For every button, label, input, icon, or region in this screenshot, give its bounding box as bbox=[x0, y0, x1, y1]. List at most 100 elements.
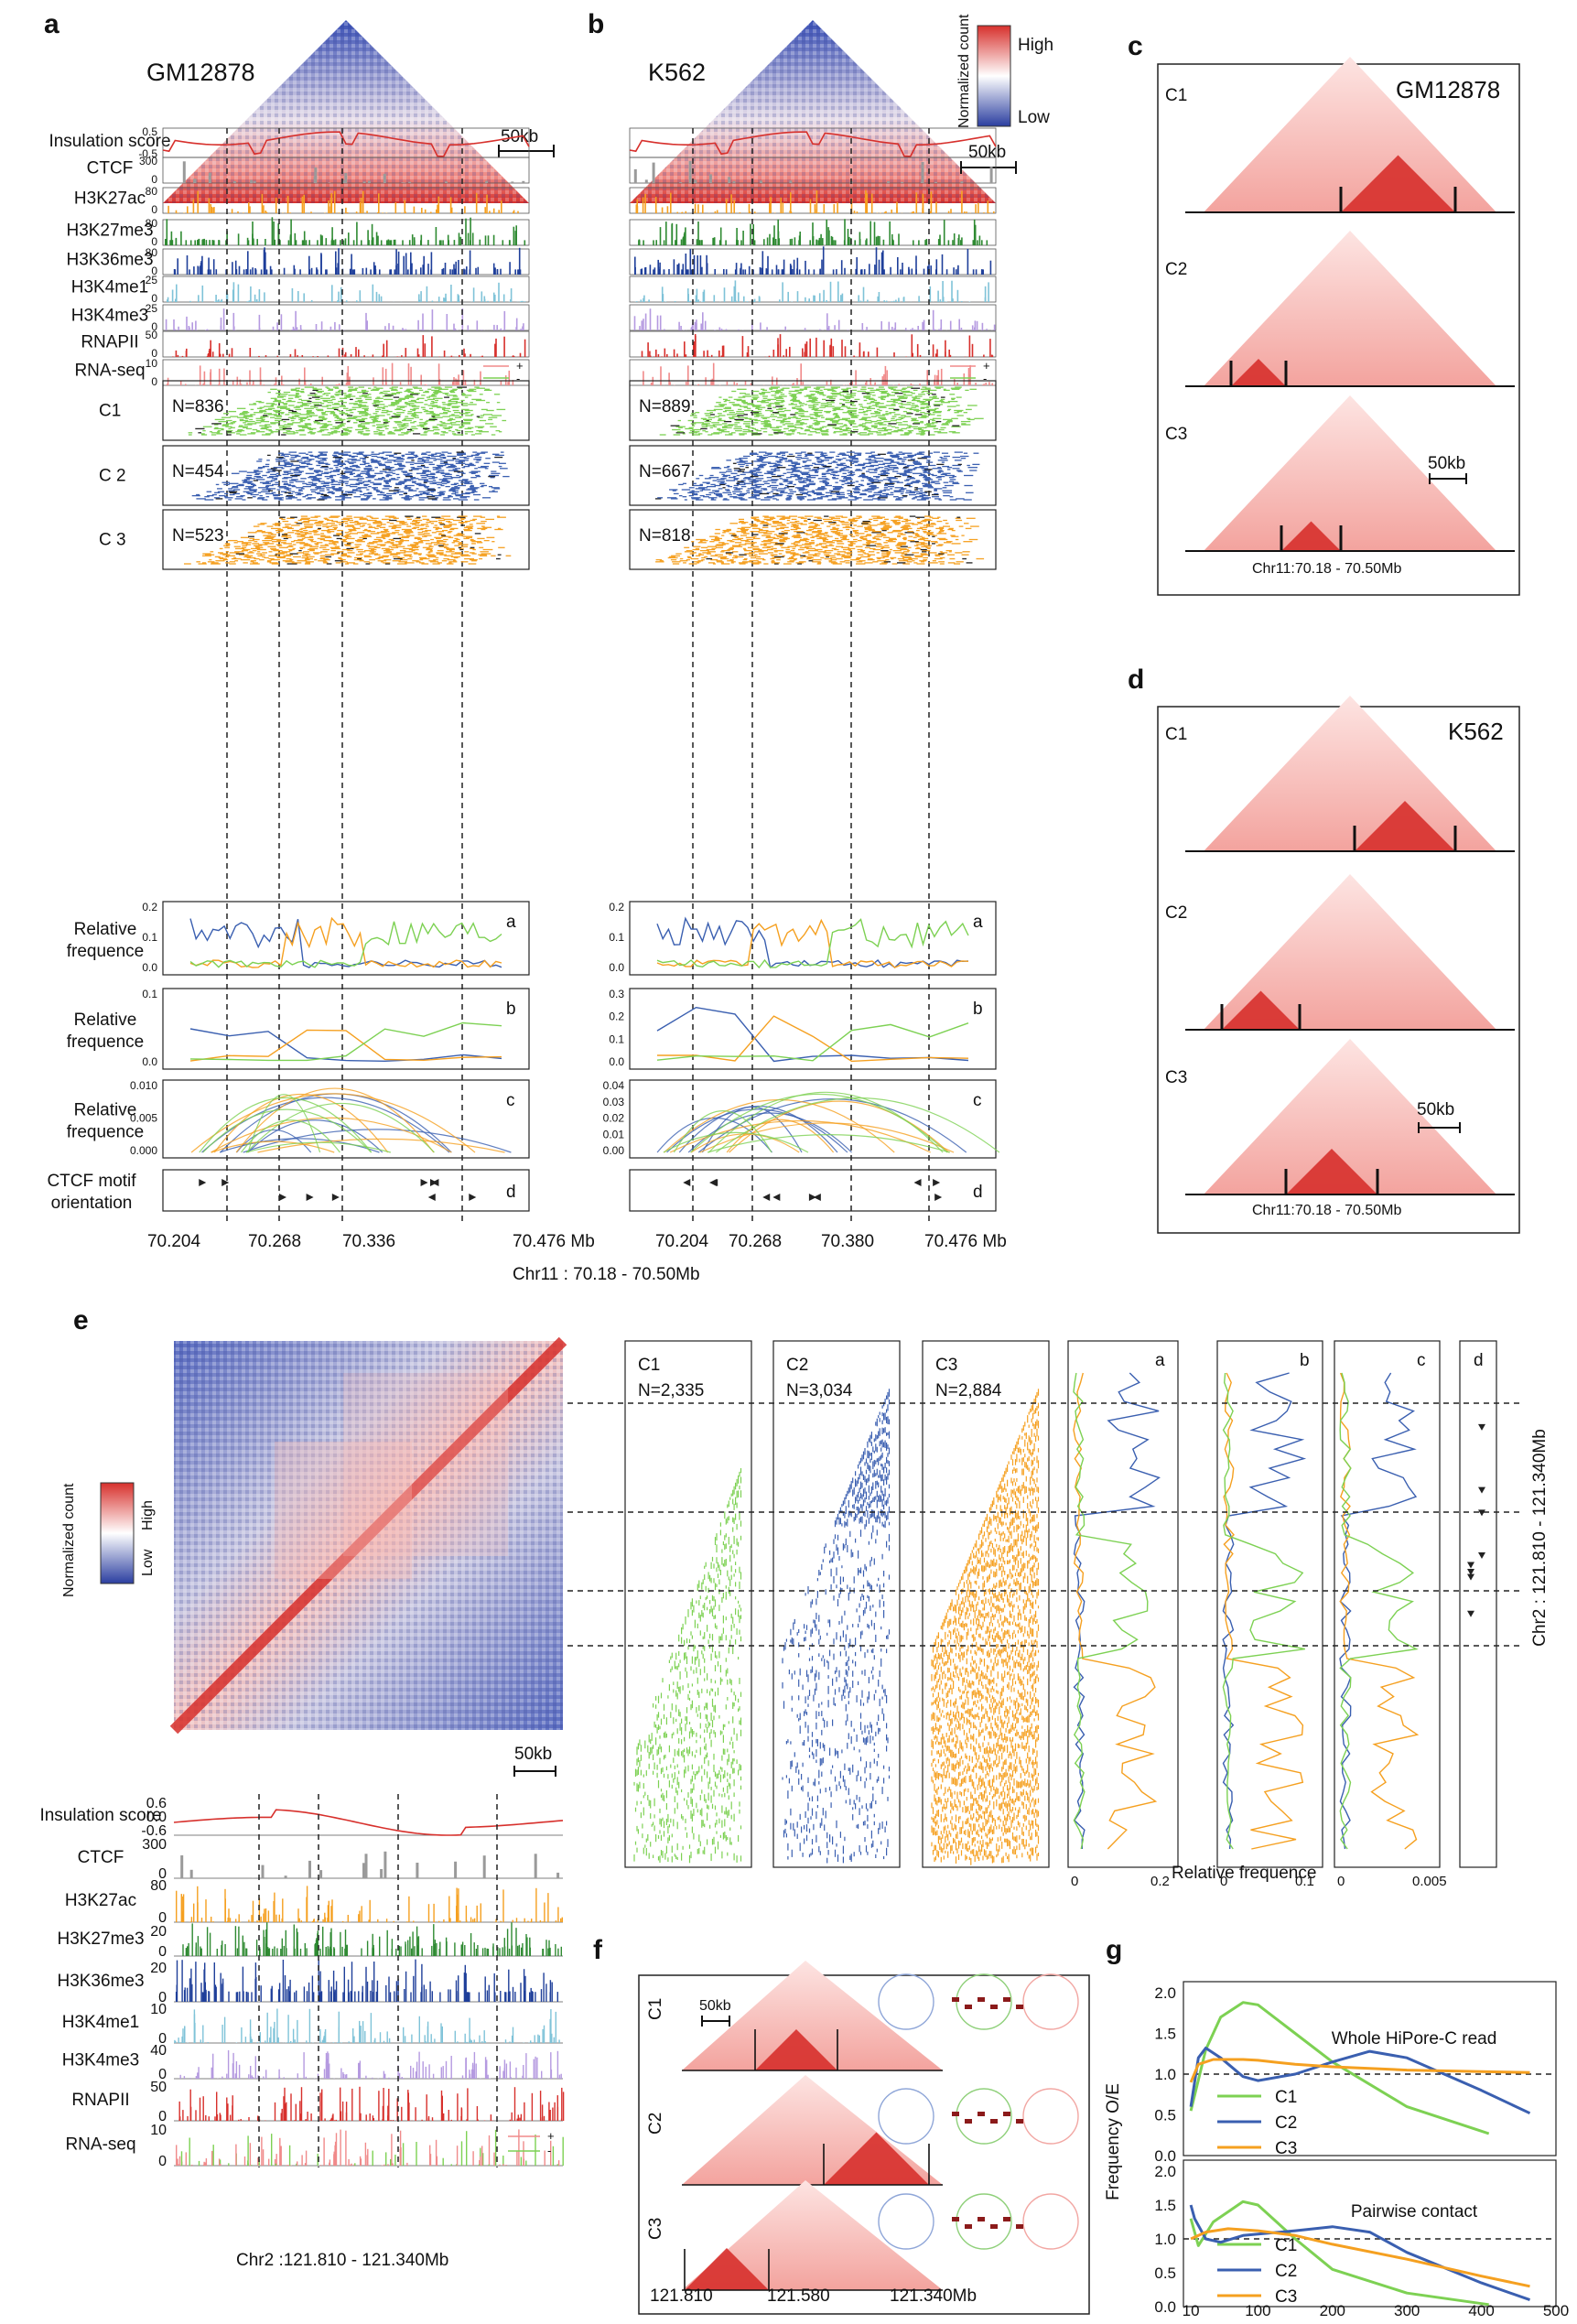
b-track-bar bbox=[864, 330, 866, 331]
e-track-bar bbox=[292, 2028, 295, 2043]
b-track-bar bbox=[880, 212, 881, 213]
b-track-bar bbox=[832, 346, 835, 357]
e-track-bar bbox=[260, 1916, 262, 1922]
e-track-tick-5-0: 10 bbox=[150, 2002, 167, 2017]
a-track-bar bbox=[404, 200, 406, 213]
b-track-bar bbox=[657, 354, 660, 357]
a-track-bar bbox=[455, 261, 457, 275]
e-track-tick-7-1: 0 bbox=[158, 2109, 167, 2124]
b-track-bar bbox=[837, 202, 838, 213]
a-track-bar bbox=[345, 300, 348, 302]
b-track-bar bbox=[870, 193, 873, 213]
e-track-bar bbox=[211, 2150, 213, 2166]
b-track-bar bbox=[822, 238, 824, 245]
e-track-bar bbox=[239, 1991, 241, 2002]
b-track-bar bbox=[893, 352, 895, 357]
e-track-bar bbox=[280, 2146, 282, 2166]
a-track-bar bbox=[520, 300, 523, 302]
e-track-bar bbox=[375, 1991, 378, 2002]
e-track-bar bbox=[251, 2075, 253, 2079]
b-cluster-n-0: N=889 bbox=[639, 397, 691, 416]
e-track-bar bbox=[278, 2069, 280, 2079]
b-track-bar bbox=[827, 326, 830, 330]
a-track-bar bbox=[373, 377, 374, 385]
b-track-bar bbox=[692, 322, 694, 330]
a-track-bar bbox=[220, 317, 222, 330]
b-track-bar bbox=[891, 301, 893, 302]
e-track-bar bbox=[306, 1991, 308, 2002]
b-track-bar bbox=[875, 236, 878, 245]
b-freq-tag-0: a bbox=[973, 913, 983, 932]
a-track-bar bbox=[417, 319, 419, 330]
b-track-bar bbox=[922, 323, 924, 330]
a-track-bar bbox=[481, 291, 483, 302]
e-track-bar bbox=[472, 1919, 474, 1922]
b-track-bar bbox=[948, 349, 950, 357]
a-track-bar bbox=[453, 264, 455, 275]
e-track-bar bbox=[526, 1937, 528, 1956]
a-insulation-line bbox=[162, 131, 530, 157]
e-track-bar bbox=[370, 2013, 373, 2043]
a-cluster-label-2: C 3 bbox=[99, 531, 126, 550]
a-track-bar bbox=[279, 240, 281, 245]
a-track-bar bbox=[362, 268, 364, 275]
a-track-bar bbox=[237, 211, 239, 213]
d-row-label-1: C2 bbox=[1165, 903, 1187, 923]
e-track-bar bbox=[425, 2066, 427, 2079]
e-track-bar bbox=[429, 1981, 431, 2002]
d-row-label-0: C1 bbox=[1165, 725, 1187, 744]
e-track-bar bbox=[530, 1987, 532, 2002]
e-track-bar bbox=[333, 1947, 335, 1956]
b-track-bar bbox=[898, 233, 900, 245]
a-track-ymin-2: 0 bbox=[151, 203, 157, 216]
xtick-a-4: 70.476 Mb bbox=[513, 1232, 595, 1251]
e-track-bar bbox=[238, 1914, 240, 1922]
a-track-bar bbox=[513, 355, 514, 357]
colorbar-b-title: Normalized count bbox=[956, 14, 972, 128]
b-track-bar bbox=[988, 382, 990, 385]
b-track-bar bbox=[670, 192, 672, 213]
b-track-bar bbox=[867, 299, 869, 302]
b-freq-tick-1-1: 0.2 bbox=[609, 1011, 624, 1023]
a-track-bar bbox=[310, 267, 313, 275]
e-track-bar bbox=[328, 2053, 329, 2079]
e-track-bar bbox=[548, 2102, 550, 2121]
b-track-bar bbox=[650, 383, 653, 385]
e-track-bar bbox=[431, 1991, 433, 2002]
e-track-bar bbox=[176, 2145, 178, 2166]
b-track-bar bbox=[840, 260, 843, 275]
b-track-bar bbox=[644, 193, 646, 213]
b-track-bar bbox=[831, 236, 834, 245]
b-track-bar bbox=[711, 378, 714, 385]
b-track-bar bbox=[843, 384, 845, 385]
b-track-bar bbox=[800, 363, 802, 385]
d-tad-1 bbox=[1222, 990, 1300, 1030]
e-track-bar bbox=[190, 1921, 192, 1922]
b-track-bar bbox=[643, 371, 644, 385]
e-track-bar bbox=[465, 1905, 468, 1922]
a-track-bar bbox=[260, 379, 262, 385]
b-track-bar bbox=[749, 211, 751, 213]
b-track-bar bbox=[704, 320, 707, 330]
e-track-bar bbox=[211, 2067, 212, 2079]
a-track-bar bbox=[344, 351, 347, 357]
a-track-bar bbox=[424, 343, 427, 357]
e-track-bar bbox=[189, 2078, 191, 2079]
e-track-bar bbox=[414, 1946, 416, 1956]
b-track-bar bbox=[736, 228, 738, 245]
b-track-bar bbox=[827, 328, 829, 330]
b-track-bar bbox=[849, 383, 851, 385]
e-track-bar bbox=[216, 2113, 219, 2121]
a-track-bar bbox=[342, 240, 345, 245]
e-track-bar bbox=[271, 2134, 273, 2166]
a-track-bar bbox=[523, 323, 524, 330]
a-track-bar bbox=[517, 269, 519, 275]
colorbar-e-low: Low bbox=[140, 1549, 156, 1576]
e-track-bar bbox=[351, 1962, 353, 2002]
e-track-bar bbox=[515, 1928, 517, 1956]
e-track-bar bbox=[319, 2092, 321, 2121]
b-track-bar bbox=[796, 378, 798, 385]
b-track-bar bbox=[863, 269, 866, 275]
